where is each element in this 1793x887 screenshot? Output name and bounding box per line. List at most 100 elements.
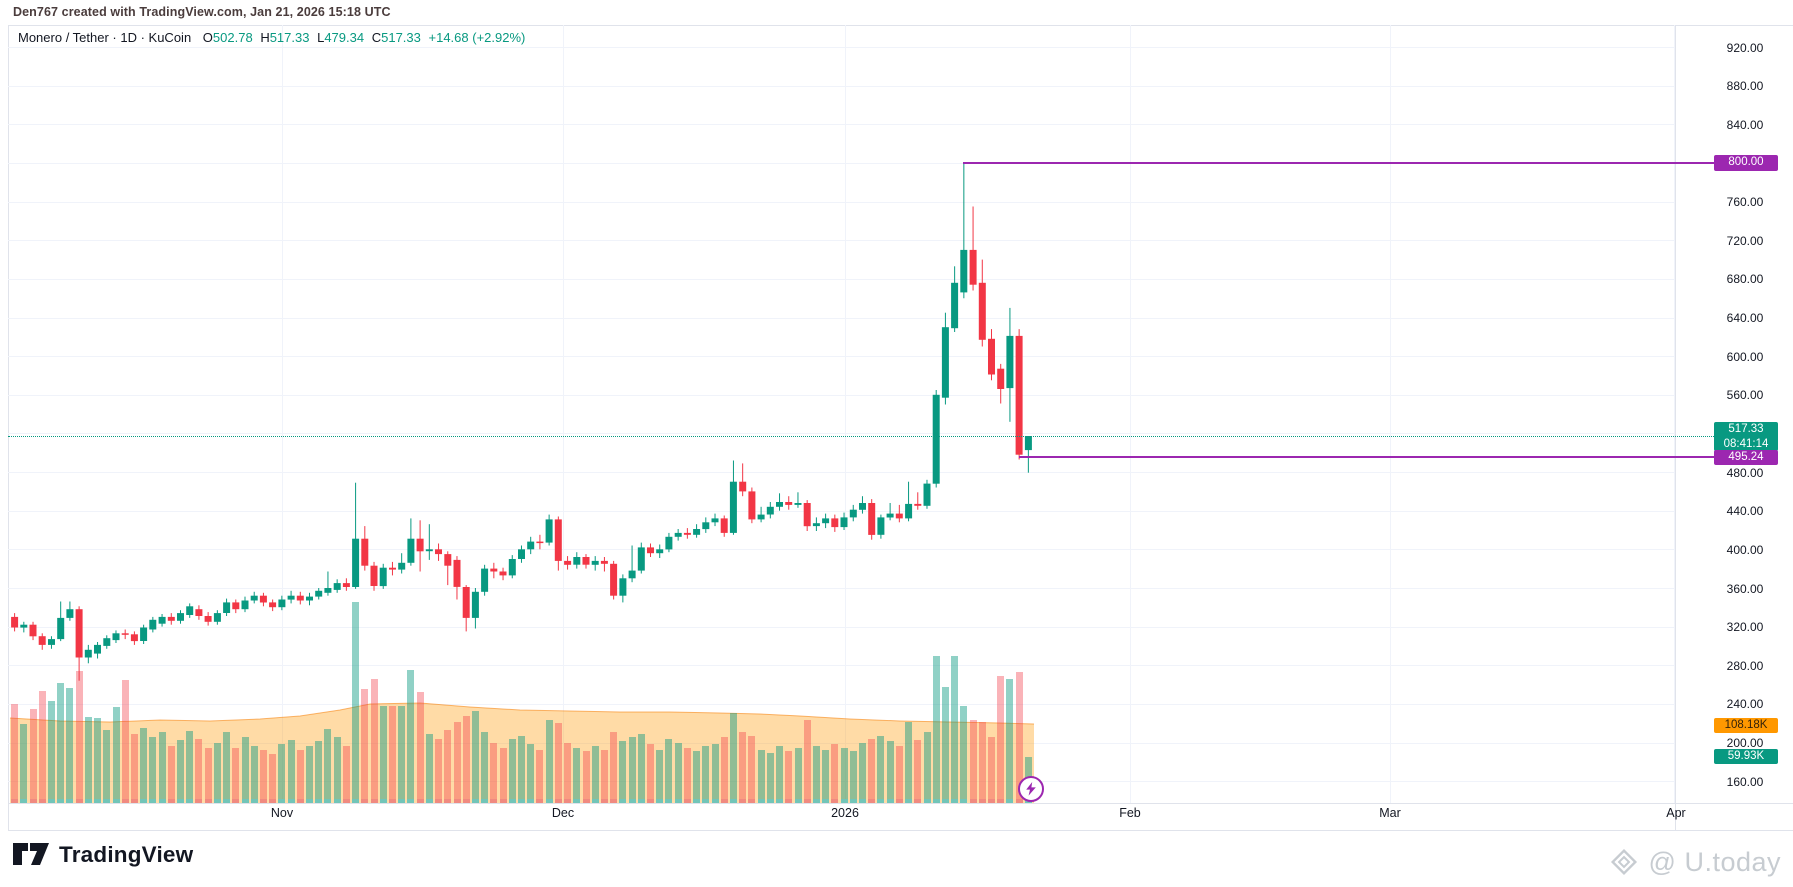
lightning-icon [1026,782,1036,796]
low-value: 479.34 [324,30,365,45]
volume-bar [527,744,535,803]
volume-bar [545,720,553,803]
gridline-h [8,356,1675,358]
volume-bar [490,742,498,803]
volume-bar [683,748,691,803]
volume-bar [803,720,811,803]
volume-bar [776,746,783,803]
resistance-price-badge: 800.00 [1714,155,1778,171]
volume-bar [582,751,590,803]
volume-bar [739,732,747,803]
change-value: +14.68 (+2.92%) [428,30,526,45]
last-price-countdown-badge: 517.33 08:41:14 [1714,421,1778,451]
volume-bar [868,739,876,803]
close-label: C [371,30,382,45]
volume-bar [619,741,627,803]
volume-bar [149,737,157,803]
volume-bar [647,744,654,803]
chart-bottom-border [8,830,1793,831]
volume-bar [978,721,986,803]
tradingview-wordmark: TradingView [59,841,194,867]
tradingview-logo[interactable]: TradingView [13,841,193,868]
volume-bar [398,705,406,803]
volume-bar [223,731,231,803]
volume-bar [167,745,175,803]
volume-bar [536,749,544,803]
gridline-v [282,25,283,803]
volume-bar [407,670,415,803]
volume-bar [48,701,55,803]
volume-bar [905,721,913,803]
volume-bar [435,739,442,803]
volume-bar [306,746,313,803]
gridline-h [8,278,1675,280]
volume-bar [720,737,728,803]
volume-bar [241,737,249,803]
symbol-legend[interactable]: Monero / Tether · 1D · KuCoin O502.78 H5… [18,30,525,45]
volume-bar [877,735,885,803]
price-tick-label: 760.00 [1726,195,1764,210]
volume-bar [591,746,599,803]
gridline-v [563,25,564,803]
time-tick-label-2026: 2026 [831,806,859,820]
volume-bar [315,741,323,803]
time-tick-label-nov: Nov [270,806,294,820]
utoday-diamond-icon [1610,848,1637,876]
gridline-v [1130,25,1131,803]
volume-bar [895,745,903,803]
volume-bar [941,686,949,803]
volume-bar [785,751,793,803]
volume-bar [213,742,221,803]
volume-bar [849,751,857,803]
gridline-h [8,433,1675,435]
high-value: 517.33 [269,30,310,45]
time-tick-label-apr: Apr [1666,806,1686,820]
price-tick-label: 640.00 [1726,311,1764,325]
volume-badge: 59.93K [1714,748,1778,764]
close-value: 517.33 [381,30,421,45]
volume-bar [352,601,360,803]
volume-bar [822,749,830,803]
volume-bar [656,749,664,803]
volume-bar [259,749,267,803]
high-label: H [260,30,270,45]
volume-bar [794,748,802,803]
volume-bar [702,746,710,803]
gridline-h [8,588,1675,589]
volume-bar [29,709,37,803]
volume-bar [729,713,737,803]
price-tick-label: 280.00 [1726,658,1764,673]
volume-bar [333,737,341,803]
gridline-h [8,781,1675,783]
volume-bar [158,732,166,803]
volume-bar [748,735,756,803]
symbol-title: Monero / Tether · 1D · KuCoin [18,30,192,45]
volume-bar [103,730,111,803]
price-tick-label: 200.00 [1726,736,1764,750]
volume-bar [499,748,507,803]
price-tick-label: 440.00 [1726,504,1764,519]
gridline-v [1390,25,1391,803]
volume-bar [628,737,636,803]
gridline-h [8,742,1675,744]
volume-bar [471,711,479,803]
price-tick-label: 680.00 [1726,272,1764,287]
volume-bar [600,749,608,803]
utoday-label: @ U.today [1648,846,1781,877]
volume-bar [140,728,148,803]
volume-bar [444,730,452,803]
time-tick-label-dec: Dec [551,806,575,820]
gridline-h [8,201,1675,203]
gridline-h [8,163,1675,164]
volume-bar [75,671,83,803]
volume-bar [250,746,258,803]
realtime-lightning-button[interactable] [1018,776,1044,802]
chart-top-border [8,25,1793,26]
volume-bar [296,749,304,803]
volume-bar [757,749,765,803]
volume-bar [923,732,931,803]
time-axis-separator [8,803,1793,804]
volume-bar [693,751,701,803]
